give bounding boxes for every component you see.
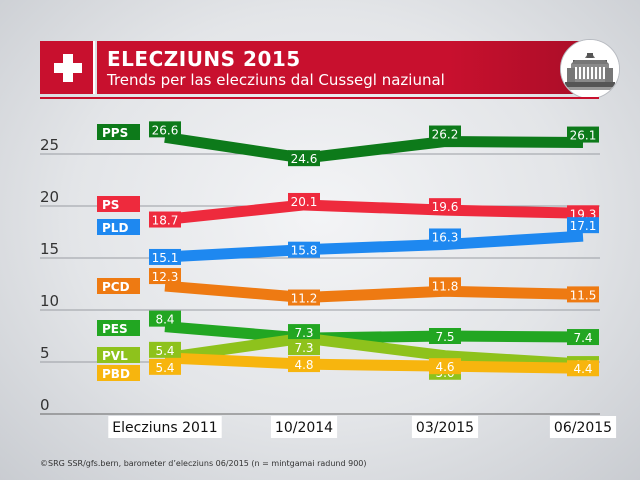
svg-text:10/2014: 10/2014: [275, 420, 333, 436]
svg-text:PVL: PVL: [102, 349, 128, 363]
svg-text:17.1: 17.1: [570, 219, 597, 233]
data-label: 11.8: [429, 277, 461, 294]
svg-text:11.8: 11.8: [432, 279, 459, 293]
title-banner: ELECZIUNS 2015 Trends per las elecziuns …: [40, 41, 599, 94]
svg-text:7.4: 7.4: [573, 331, 592, 345]
svg-text:15.1: 15.1: [152, 251, 179, 265]
svg-text:7.3: 7.3: [294, 326, 313, 340]
svg-text:19.6: 19.6: [432, 200, 459, 214]
data-label: 4.4: [567, 360, 599, 377]
x-tick-label: 06/2015: [549, 416, 617, 438]
chart-subtitle: Trends per las elecziuns dal Cussegl naz…: [107, 71, 445, 89]
data-label: 7.5: [429, 328, 461, 344]
series-line-pcd: [164, 280, 584, 304]
svg-text:26.6: 26.6: [152, 123, 179, 137]
data-label: 26.2: [429, 125, 461, 142]
x-tick-label: 03/2015: [411, 416, 479, 438]
header-rule: [40, 97, 599, 99]
data-label: 4.8: [288, 356, 320, 373]
svg-text:26.2: 26.2: [432, 128, 459, 142]
legend-item-pbd: PBD: [97, 365, 140, 381]
svg-text:PLD: PLD: [102, 221, 128, 235]
legend-item-pcd: PCD: [97, 278, 140, 294]
series-line-ps: [164, 199, 584, 225]
svg-text:12.3: 12.3: [152, 270, 179, 284]
svg-text:4.6: 4.6: [435, 360, 454, 374]
svg-text:26.1: 26.1: [570, 129, 597, 143]
data-label: 18.7: [149, 211, 181, 228]
svg-text:4.8: 4.8: [294, 358, 313, 372]
svg-text:Elecziuns 2011: Elecziuns 2011: [112, 420, 217, 436]
data-label: 11.2: [288, 289, 320, 306]
svg-text:8.4: 8.4: [155, 313, 174, 327]
data-label: 7.4: [567, 329, 599, 346]
svg-text:7.3: 7.3: [294, 341, 313, 355]
y-tick-label: 5: [40, 344, 50, 362]
x-tick-label: Elecziuns 2011: [108, 416, 222, 438]
series-line-pvl: [164, 332, 584, 370]
series-line-pps: [164, 131, 584, 164]
svg-text:15.8: 15.8: [291, 244, 318, 258]
svg-text:PBD: PBD: [102, 367, 130, 381]
svg-text:03/2015: 03/2015: [416, 420, 474, 436]
legend-item-pes: PES: [97, 320, 140, 336]
series-line-pes: [164, 321, 584, 344]
svg-text:5.4: 5.4: [155, 344, 174, 358]
y-tick-label: 10: [40, 292, 59, 310]
data-label: 8.4: [149, 310, 181, 327]
svg-text:PS: PS: [102, 198, 119, 212]
svg-text:7.5: 7.5: [435, 330, 454, 344]
svg-text:PES: PES: [102, 322, 128, 336]
data-label: 16.3: [429, 228, 461, 245]
series-line-pbd: [164, 352, 584, 374]
svg-text:16.3: 16.3: [432, 230, 459, 244]
source-note: ©SRG SSR/gfs.bern, barometer d’elecziuns…: [40, 459, 367, 468]
data-label: 24.6: [288, 150, 320, 167]
svg-text:4.4: 4.4: [573, 362, 592, 376]
y-tick-label: 0: [40, 396, 50, 414]
data-label: 4.6: [429, 358, 461, 375]
data-label: 26.6: [149, 121, 181, 138]
federal-palace-icon: [560, 39, 620, 99]
data-label: 7.3: [288, 339, 320, 356]
data-label: 17.1: [567, 217, 599, 234]
data-label: 15.8: [288, 241, 320, 258]
svg-text:PPS: PPS: [102, 126, 128, 140]
data-label: 20.1: [288, 192, 320, 209]
data-label: 26.1: [567, 126, 599, 143]
data-label: 12.3: [149, 268, 181, 285]
legend-item-ps: PS: [97, 196, 140, 212]
data-label: 5.4: [149, 341, 181, 358]
series-line-pld: [164, 230, 584, 263]
data-label: 5.4: [149, 358, 181, 375]
legend-item-pvl: PVL: [97, 347, 140, 363]
data-label: 15.1: [149, 248, 181, 265]
svg-text:11.5: 11.5: [570, 288, 597, 302]
data-label: 11.5: [567, 286, 599, 303]
title-box: ELECZIUNS 2015 Trends per las elecziuns …: [97, 41, 599, 94]
svg-text:18.7: 18.7: [152, 214, 179, 228]
data-label: 7.3: [288, 324, 320, 341]
svg-text:11.2: 11.2: [291, 292, 318, 306]
chart-title: ELECZIUNS 2015: [107, 47, 301, 71]
svg-text:PCD: PCD: [102, 280, 130, 294]
svg-text:24.6: 24.6: [291, 152, 318, 166]
y-tick-label: 25: [40, 136, 59, 154]
svg-text:20.1: 20.1: [291, 195, 318, 209]
y-tick-label: 15: [40, 240, 59, 258]
legend-item-pps: PPS: [97, 124, 140, 140]
y-tick-label: 20: [40, 188, 59, 206]
x-tick-label: 10/2014: [270, 416, 338, 438]
data-label: 19.6: [429, 198, 461, 215]
svg-text:06/2015: 06/2015: [554, 420, 612, 436]
svg-text:5.4: 5.4: [155, 361, 174, 375]
legend-item-pld: PLD: [97, 219, 140, 235]
swiss-flag-icon: [40, 41, 95, 94]
